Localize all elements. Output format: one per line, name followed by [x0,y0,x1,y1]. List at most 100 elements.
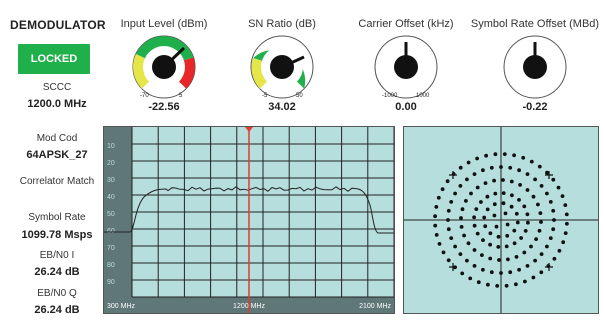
constellation-point [483,224,488,229]
constellation-point [539,252,544,256]
plus-marker-icon [545,263,553,271]
constellation-point [552,256,557,261]
symbol-rate-label: Symbol Rate [28,212,86,223]
constellation-point [538,211,543,215]
constellation-point [533,258,537,263]
symbol-rate-offset-value: -0.22 [522,101,548,113]
carrier-offset-max-label: 1000 [416,93,430,99]
constellation-point [486,282,490,287]
constellation-point [537,164,542,169]
constellation-point [483,181,488,185]
spectrum-trace [104,186,394,234]
constellation-point [537,228,542,233]
constellation-points [433,152,569,288]
constellation-point [481,238,485,242]
constellation-point [493,152,498,157]
constellation-point [485,194,490,199]
carrier-offset-title: Carrier Offset (kHz) [358,18,454,30]
carrier-offset-min-label: -1000 [382,93,398,99]
constellation-point [506,257,510,262]
constellation-point [539,220,543,224]
spectrum-y-tick-label: 50 [107,211,115,218]
modcod-label: Mod Cod [36,133,78,144]
constellation-point [453,244,457,249]
ebn0-i-value: 26.24 dB [34,266,80,278]
constellation-point [496,245,501,249]
constellation-point [526,220,530,225]
correlator-match-label: Correlator Match [19,176,95,187]
constellation-point [434,233,439,237]
constellation-point [484,153,488,158]
constellation-point [474,207,479,211]
modcod-value: 64APSK_27 [26,149,88,161]
constellation-point [453,191,457,196]
constellation-point [472,248,477,252]
spectrum-panel[interactable]: 10 20 30 40 50 60 70 80 90 300 MHz 1200 MHz 2100… [103,126,395,314]
spectrum-y-tick-label: 30 [107,177,115,184]
constellation-point [446,218,450,222]
constellation-point [523,279,527,284]
constellation-point [525,172,530,176]
constellation-point [485,207,490,212]
constellation-point [503,211,508,216]
constellation-point [504,244,509,249]
constellation-point [505,222,510,227]
constellation-point [469,191,473,196]
constellation-point [495,284,500,288]
constellation-point [481,267,485,272]
constellation-point [446,227,451,232]
constellation-point [539,270,544,275]
constellation-point [459,216,463,220]
demodulator-title: DEMODULATOR [10,18,106,32]
input-level-max-label: 5 [179,93,183,99]
constellation-point [462,233,466,238]
constellation-point [523,229,528,233]
constellation-point [479,200,483,204]
frequency-value: 1200.0 MHz [27,98,87,110]
constellation-panel[interactable] [403,126,599,314]
constellation-point [509,179,514,184]
constellation-point [522,204,527,209]
constellation-point [499,271,503,275]
constellation-point [557,248,562,253]
constellation-point [529,159,534,164]
constellation-point [464,199,468,203]
constellation-point [472,172,477,176]
constellation-point [465,258,469,263]
spectrum-y-tick-label: 90 [107,279,115,286]
constellation-point [436,195,441,200]
constellation-point [545,191,549,196]
constellation-point [437,242,442,246]
constellation-point [533,177,537,182]
constellation-point [508,270,513,275]
constellation-point [445,179,450,184]
spectrum-x-end-label: 2100 MHz [359,303,391,310]
constellation-point [440,187,445,192]
constellation-point [512,241,517,246]
plus-marker-icon [545,171,553,179]
constellation-point [475,185,480,190]
sn-ratio-title: SN Ratio (dB) [248,18,316,30]
spectrum-x-center-label: 1200 MHz [233,303,265,310]
sn-ratio-max-label: 50 [296,93,303,99]
locked-status-button[interactable]: LOCKED [18,44,90,74]
constellation-point [509,204,514,209]
constellation-point [545,244,549,249]
constellation-point [512,228,517,233]
carrier-offset-gauge: -1000 1000 [374,35,438,99]
constellation-point [552,218,556,222]
constellation-point [458,252,463,256]
spectrum-y-axis-band [104,127,132,313]
constellation-point [519,236,523,240]
marker-handle-icon[interactable] [245,127,253,132]
constellation-point [512,153,516,158]
constellation-point [493,191,498,196]
constellation-point [441,250,446,255]
spectrum-y-tick-label: 40 [107,194,115,201]
constellation-point [459,225,464,229]
constellation-point [497,258,501,262]
constellation-point [505,233,510,238]
constellation-point [489,270,494,275]
